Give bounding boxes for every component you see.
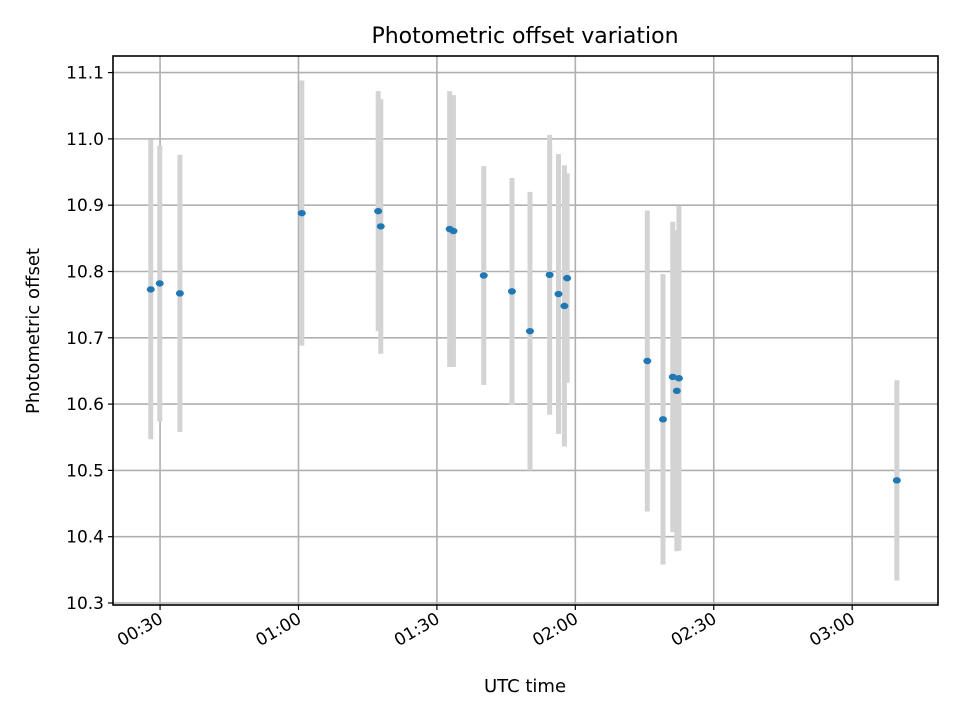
error-bars (148, 80, 900, 581)
x-axis-label: UTC time (484, 676, 566, 697)
data-point (672, 387, 681, 395)
plot-frame (112, 55, 939, 606)
y-tick-label: 10.8 (66, 262, 104, 282)
data-point (175, 290, 184, 297)
data-point (545, 271, 554, 279)
y-tick-label: 10.6 (66, 395, 104, 415)
grid (113, 56, 938, 605)
data-point (146, 286, 155, 293)
data-point (525, 327, 534, 335)
y-tick-label: 10.9 (66, 196, 104, 216)
data-point (659, 416, 667, 423)
data-point (449, 227, 458, 235)
x-tick-label: 02:00 (529, 609, 581, 651)
data-point (674, 375, 683, 382)
x-tick-label: 01:30 (391, 609, 443, 651)
x-tick-label: 00:30 (114, 609, 166, 651)
data-point (297, 209, 306, 217)
data-point (668, 373, 677, 381)
x-axis: 00:30 01:00 01:30 02:00 02:30 03:00 (114, 605, 859, 651)
data-point (563, 274, 572, 282)
y-tick-label: 10.4 (66, 528, 104, 548)
data-point (155, 280, 164, 287)
x-tick-label: 02:30 (668, 609, 720, 651)
data-points (146, 207, 901, 484)
data-point (643, 357, 652, 365)
data-point (892, 477, 901, 484)
y-axis: 10.3 10.4 10.5 10.6 10.7 10.8 10.9 11.0 11.1 (66, 64, 113, 614)
chart-title: Photometric offset variation (371, 24, 678, 49)
data-point (560, 302, 569, 310)
data-point (376, 223, 385, 230)
y-axis-label: Photometric offset (23, 248, 44, 414)
x-tick-label: 01:00 (253, 609, 305, 651)
data-point (479, 272, 488, 279)
y-tick-label: 10.5 (66, 461, 104, 481)
data-point (554, 290, 563, 298)
y-tick-label: 10.3 (66, 594, 104, 614)
x-tick-label: 03:00 (806, 609, 858, 651)
y-tick-label: 10.7 (66, 329, 104, 349)
data-point (374, 207, 383, 215)
y-tick-label: 11.0 (66, 130, 104, 150)
data-point (507, 288, 516, 295)
y-tick-label: 11.1 (66, 64, 104, 84)
